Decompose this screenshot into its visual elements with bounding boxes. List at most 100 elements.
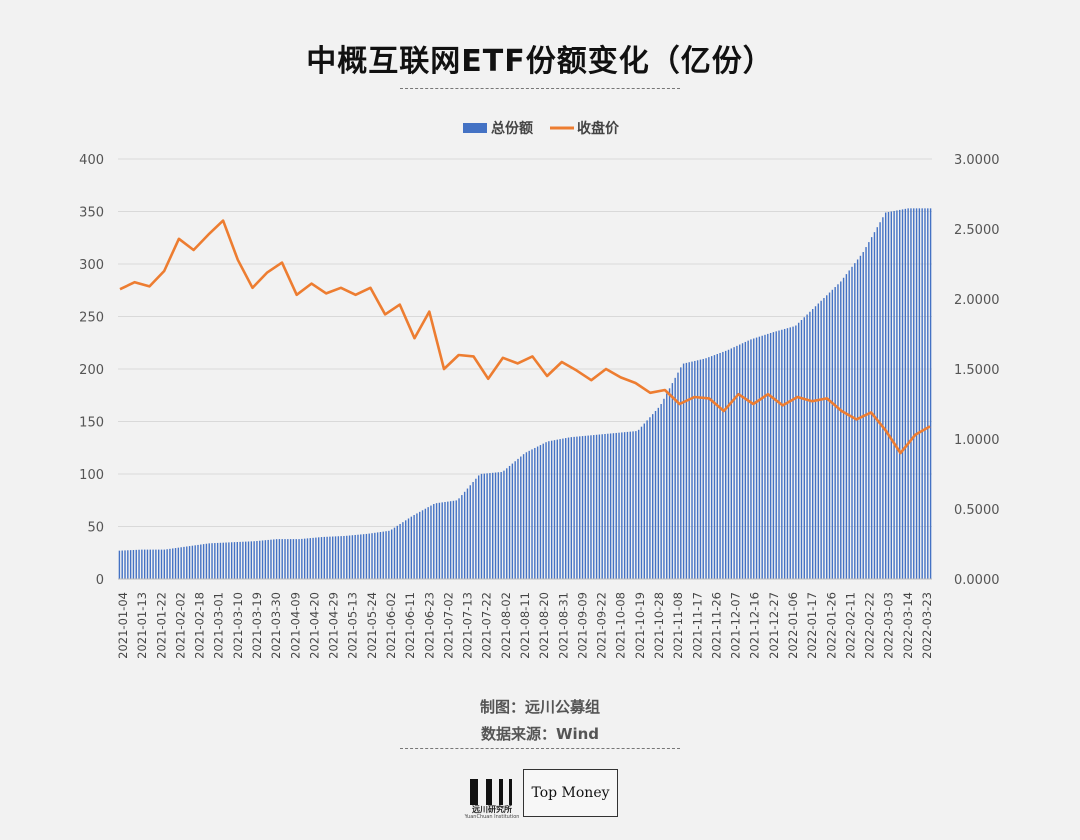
share-bar — [340, 536, 342, 579]
top-money-logo: Top Money — [523, 769, 618, 817]
share-bar — [421, 510, 424, 579]
share-bar — [514, 461, 516, 579]
share-bar — [382, 531, 384, 579]
x-tick-label: 2021-12-16 — [748, 592, 762, 659]
share-bar — [904, 208, 907, 580]
share-bar — [143, 549, 146, 579]
share-bar — [230, 542, 233, 579]
share-bar — [663, 398, 665, 579]
share-bar — [604, 433, 606, 579]
share-bar — [396, 525, 398, 579]
share-bar — [208, 543, 210, 579]
share-bar — [750, 339, 752, 579]
share-bar — [273, 539, 275, 579]
share-bar — [882, 217, 884, 579]
share-bar — [887, 211, 890, 580]
share-bar — [124, 550, 126, 579]
share-bar — [211, 543, 213, 579]
share-bar — [747, 340, 749, 579]
share-bar — [590, 435, 592, 579]
share-bar — [500, 472, 502, 579]
share-bar — [579, 436, 581, 579]
share-bar — [520, 456, 522, 579]
source-credit: 数据来源：Wind — [480, 725, 600, 743]
share-bar — [292, 539, 295, 579]
y-right-tick-label: 2.5000 — [954, 223, 1000, 238]
share-bar — [317, 537, 320, 579]
x-tick-label: 2021-01-22 — [154, 592, 168, 659]
made-by-credit: 制图：远川公募组 — [479, 698, 600, 716]
share-bar — [186, 546, 188, 579]
y-left-tick-label: 150 — [79, 416, 104, 431]
share-bar — [635, 431, 637, 579]
share-bar — [424, 508, 427, 579]
share-bar — [896, 210, 898, 579]
share-bar — [736, 345, 738, 579]
share-bar — [477, 475, 480, 579]
share-bar — [492, 472, 494, 579]
share-bar — [618, 432, 620, 579]
share-bar — [567, 437, 570, 579]
x-tick-label: 2021-06-11 — [403, 592, 417, 659]
share-bar — [379, 532, 382, 579]
share-bar — [152, 549, 154, 579]
x-tick-label: 2021-07-22 — [480, 592, 494, 659]
share-bar — [623, 432, 626, 579]
x-tick-label: 2021-05-24 — [365, 592, 379, 659]
share-bar — [879, 222, 881, 579]
share-bar — [764, 334, 766, 579]
share-bar — [337, 536, 340, 579]
share-bar — [713, 355, 716, 579]
share-bar — [657, 407, 660, 579]
share-bar — [733, 347, 735, 579]
x-tick-label: 2021-12-07 — [729, 592, 743, 659]
x-tick-label: 2021-03-19 — [250, 592, 264, 659]
share-bar — [259, 540, 261, 579]
x-tick-label: 2021-08-11 — [518, 592, 532, 659]
y-left-tick-label: 400 — [79, 153, 104, 168]
share-bar — [570, 437, 573, 579]
x-tick-label: 2021-11-26 — [709, 592, 723, 659]
x-tick-label: 2021-06-02 — [384, 592, 398, 659]
share-bar — [716, 354, 718, 579]
share-bar — [449, 501, 452, 579]
share-bar — [393, 527, 396, 579]
share-bar — [214, 543, 216, 579]
share-bar — [893, 210, 895, 579]
share-bar — [870, 237, 873, 579]
share-bar — [405, 520, 407, 579]
x-tick-label: 2022-03-14 — [901, 592, 915, 659]
share-bar — [761, 335, 763, 579]
share-bar — [486, 473, 488, 579]
share-bar — [542, 443, 544, 579]
share-bar — [160, 549, 163, 579]
share-bar — [758, 336, 761, 579]
share-bar — [598, 434, 601, 579]
share-bar — [741, 343, 744, 579]
share-bar — [539, 445, 542, 579]
share-bar — [407, 518, 410, 579]
share-bar — [374, 532, 376, 579]
x-tick-label: 2021-03-10 — [231, 592, 245, 659]
share-bar — [531, 449, 533, 579]
x-tick-label: 2021-12-27 — [767, 592, 781, 659]
share-bar — [727, 349, 730, 579]
share-bar — [452, 500, 455, 579]
share-bar — [494, 472, 497, 579]
x-tick-label: 2021-02-02 — [173, 592, 187, 659]
share-bar — [559, 439, 561, 579]
share-bar — [708, 357, 710, 579]
share-bar — [183, 546, 185, 579]
share-bar — [253, 541, 255, 579]
share-bar — [890, 211, 893, 580]
x-tick-label: 2021-09-22 — [595, 592, 609, 659]
share-bar — [497, 472, 500, 579]
share-bar — [351, 535, 354, 579]
y-left-tick-label: 300 — [79, 258, 104, 273]
x-tick-label: 2021-03-30 — [269, 592, 283, 659]
y-left-tick-label: 350 — [79, 206, 104, 221]
share-bar — [525, 452, 528, 579]
share-bar — [584, 435, 587, 579]
share-bar — [306, 538, 309, 579]
share-bar — [576, 436, 578, 579]
